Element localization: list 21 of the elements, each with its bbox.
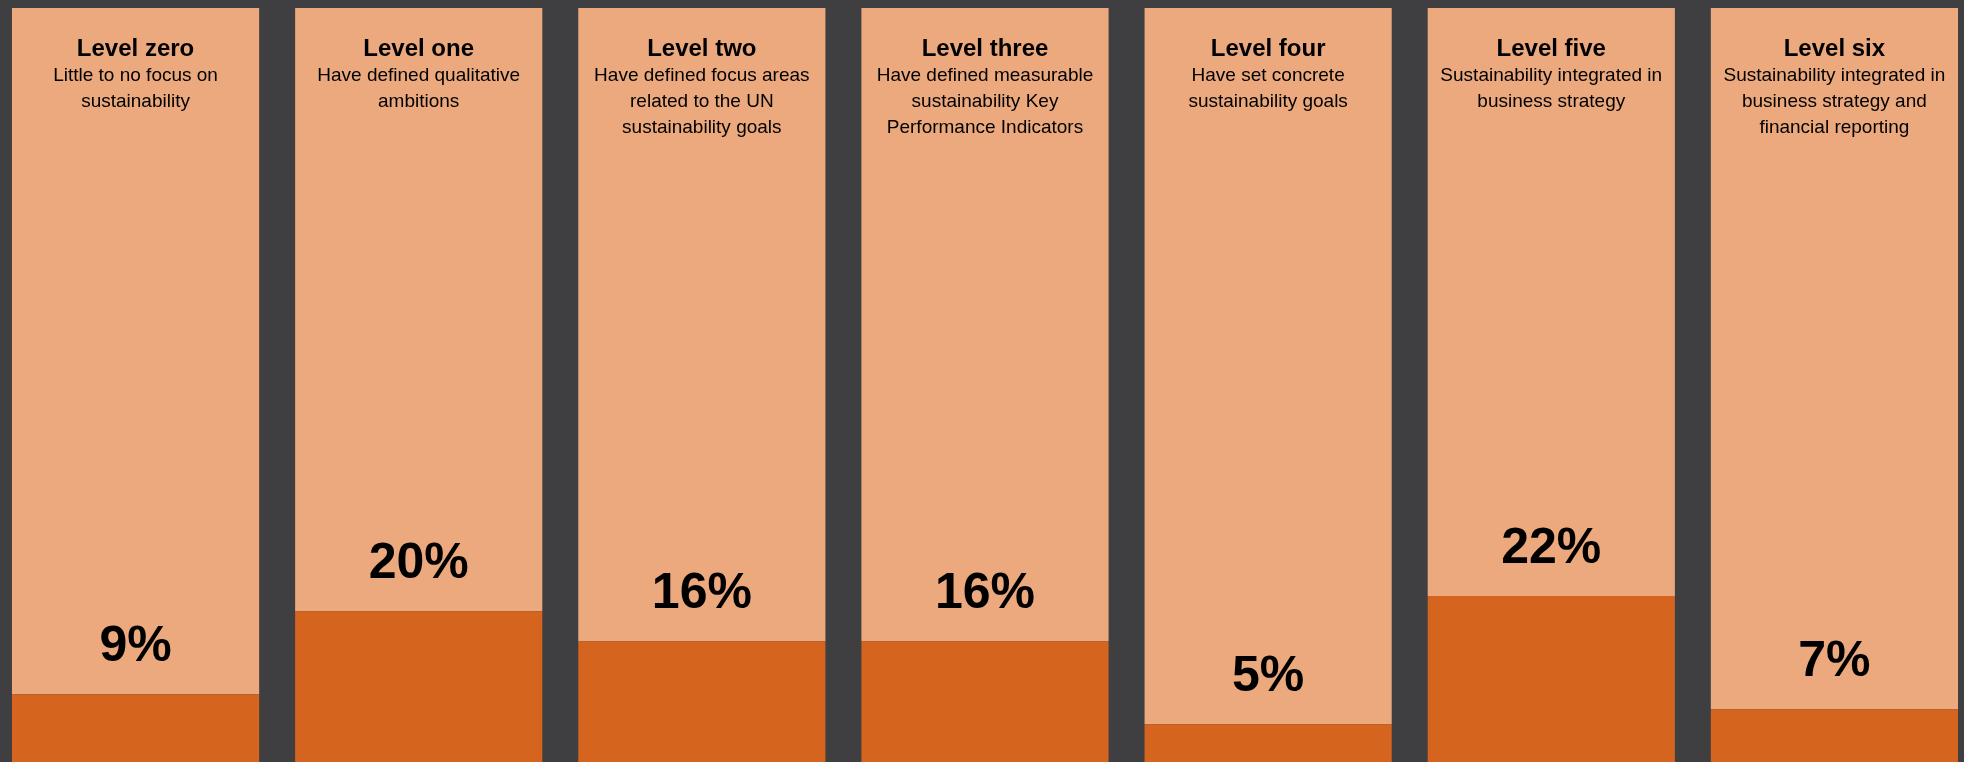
annotation: Sustainability integrated in business strategy and financial reporting (1722, 63, 1947, 139)
x-tick-label: Level two (646, 34, 758, 62)
data-label: 16% (934, 563, 1036, 620)
x-tick-label: Level zero (75, 34, 196, 62)
data-label: 7% (1798, 631, 1871, 687)
x-tick-label: Level four (1209, 34, 1327, 62)
annotation: Little to no focus on sustainability (52, 63, 219, 113)
data-label: 9% (99, 615, 172, 672)
x-tick-label: Level six (1782, 34, 1887, 62)
x-tick-label: Level three (920, 34, 1050, 62)
data-label: 20% (368, 532, 469, 589)
annotation: Sustainability integrated in business strategy (1439, 63, 1664, 113)
x-tick-label: Level one (362, 34, 476, 62)
x-tick-label: Level five (1495, 34, 1607, 62)
data-label: 16% (651, 563, 752, 620)
data-label: 22% (1501, 517, 1602, 574)
annotation: Have defined measurable sustainability Key Performance Indicators (875, 63, 1095, 139)
data-label: 5% (1232, 646, 1305, 703)
annotation: Have defined focus areas related to the UN sustainability goals (593, 63, 811, 139)
annotation: Have set concrete sustainability goals (1187, 63, 1349, 113)
annotation: Have defined qualitative ambitions (316, 63, 522, 113)
